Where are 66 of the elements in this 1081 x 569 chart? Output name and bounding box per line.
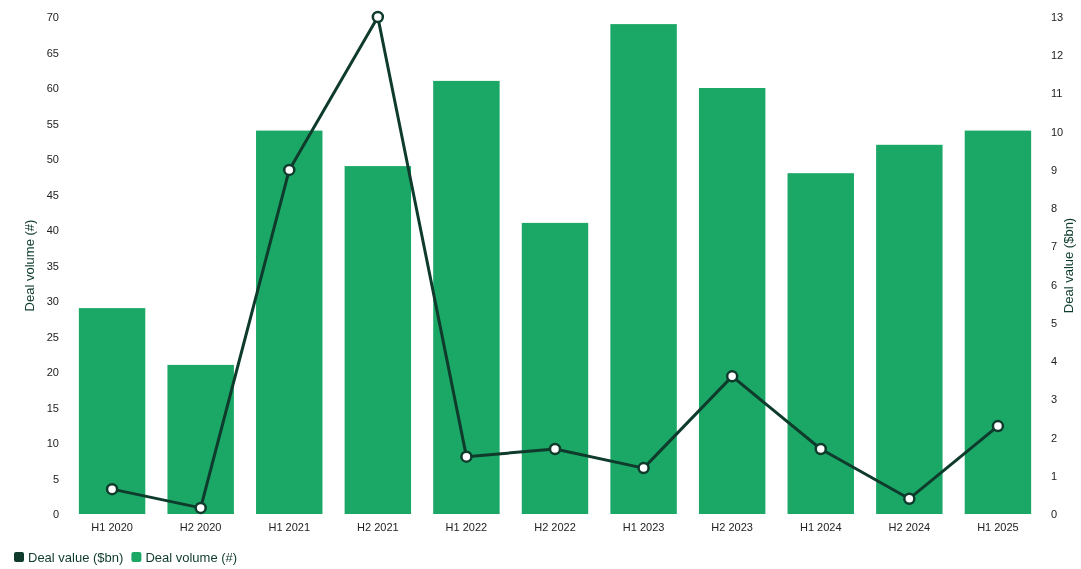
y2-tick-label: 7: [1051, 240, 1058, 253]
y-tick-label: 25: [46, 330, 59, 343]
point: [903, 492, 916, 505]
bar: [876, 144, 943, 514]
y2-tick-label: 9: [1051, 163, 1058, 176]
y-tick-label: 45: [46, 188, 59, 201]
y-tick-label: 50: [46, 153, 59, 166]
x-tick-label: H1 2024: [799, 520, 842, 533]
point: [725, 370, 739, 383]
y2-tick-label: 0: [1051, 508, 1058, 521]
y-axis-title: Deal volume (#): [22, 219, 37, 312]
y-tick-label: 40: [46, 224, 59, 237]
x-tick-label: H1 2025: [977, 520, 1019, 533]
y2-tick-label: 4: [1051, 355, 1058, 368]
legend-label: Deal value ($bn): [28, 550, 124, 565]
y2-axis-title: Deal value ($bn): [1061, 217, 1076, 314]
y2-tick-label: 6: [1051, 278, 1058, 291]
x-tick-label: H1 2022: [445, 520, 488, 533]
point: [194, 501, 207, 515]
bar: [964, 130, 1032, 514]
bar: [433, 80, 500, 514]
point: [991, 419, 1005, 433]
y2-tick-label: 12: [1051, 49, 1064, 62]
x-tick-label: H1 2023: [622, 520, 665, 533]
y2-tick-label: 3: [1051, 393, 1058, 406]
point: [548, 442, 562, 456]
x-tick-label: H1 2021: [268, 520, 311, 533]
y-tick-label: 0: [52, 508, 59, 521]
y-tick-label: 15: [46, 401, 59, 414]
bar: [787, 173, 854, 514]
y-tick-label: 60: [46, 82, 59, 95]
point: [283, 163, 296, 177]
point: [637, 461, 650, 475]
y-tick-label: 30: [46, 295, 59, 308]
bar: [167, 364, 234, 514]
x-tick-label: H2 2024: [888, 520, 931, 533]
y-tick-label: 70: [46, 11, 59, 24]
point: [105, 482, 119, 496]
y2-tick-label: 1: [1051, 469, 1058, 482]
y-tick-label: 35: [46, 259, 59, 272]
bar: [698, 88, 766, 514]
bar: [610, 24, 677, 514]
y2-tick-label: 2: [1051, 431, 1058, 444]
y-tick-label: 5: [52, 472, 59, 485]
y2-tick-label: 5: [1051, 316, 1058, 329]
point: [460, 450, 473, 463]
x-tick-label: H2 2023: [711, 520, 753, 533]
y-tick-label: 20: [46, 366, 59, 379]
y2-tick-label: 8: [1051, 202, 1058, 215]
y2-tick-label: 10: [1051, 125, 1064, 138]
x-tick-label: H1 2020: [91, 520, 133, 533]
x-tick-label: H2 2020: [179, 520, 222, 533]
y-tick-label: 55: [46, 117, 59, 130]
x-tick-label: H2 2021: [357, 520, 399, 533]
point: [371, 10, 385, 24]
point: [814, 442, 827, 456]
bar: [521, 222, 589, 514]
y2-tick-label: 11: [1051, 87, 1063, 100]
y-tick-label: 10: [46, 437, 59, 450]
y2-tick-label: 13: [1051, 11, 1064, 24]
bar: [344, 166, 412, 514]
legend-label: Deal volume (#): [145, 550, 238, 565]
bar: [256, 130, 323, 514]
x-tick-label: H2 2022: [534, 520, 576, 533]
bar: [78, 308, 146, 514]
y-tick-label: 65: [46, 46, 59, 59]
